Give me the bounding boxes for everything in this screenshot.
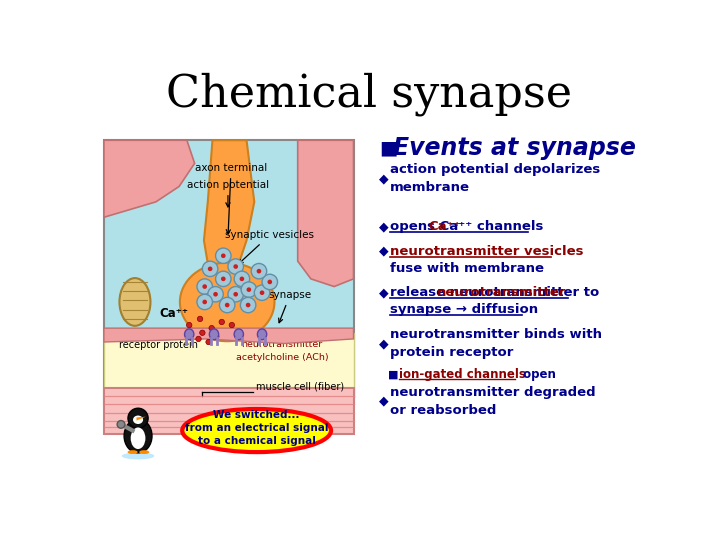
Ellipse shape — [133, 416, 143, 424]
Polygon shape — [137, 417, 145, 421]
Circle shape — [246, 303, 251, 307]
Polygon shape — [204, 140, 254, 287]
Circle shape — [251, 264, 266, 279]
Text: Ca⁺⁺: Ca⁺⁺ — [428, 220, 461, 233]
Circle shape — [246, 287, 251, 292]
Text: receptor protein: receptor protein — [119, 340, 198, 350]
Circle shape — [256, 269, 261, 273]
Ellipse shape — [139, 450, 149, 454]
Circle shape — [254, 285, 270, 300]
Text: ◆: ◆ — [379, 337, 389, 350]
Circle shape — [209, 326, 215, 331]
Circle shape — [221, 276, 225, 281]
Circle shape — [240, 298, 256, 313]
Text: neurotransmitter binds with
protein receptor: neurotransmitter binds with protein rece… — [390, 328, 602, 359]
Circle shape — [213, 292, 218, 296]
Text: axon terminal: axon terminal — [195, 163, 267, 234]
Text: synapse: synapse — [269, 290, 312, 323]
Ellipse shape — [131, 428, 145, 449]
Circle shape — [206, 339, 211, 345]
Ellipse shape — [120, 278, 150, 326]
Polygon shape — [104, 333, 354, 397]
Circle shape — [215, 271, 231, 287]
Text: ◆: ◆ — [379, 286, 389, 299]
Text: ion-gated channels: ion-gated channels — [399, 368, 526, 381]
Circle shape — [128, 408, 148, 428]
Circle shape — [267, 280, 272, 284]
Circle shape — [202, 261, 218, 276]
FancyBboxPatch shape — [104, 388, 354, 434]
Text: neurotransmitter
acetylcholine (ACh): neurotransmitter acetylcholine (ACh) — [236, 341, 328, 362]
Polygon shape — [104, 140, 194, 217]
Text: We switched...
from an electrical signal
to a chemical signal: We switched... from an electrical signal… — [185, 410, 328, 447]
Text: open: open — [518, 368, 555, 381]
Ellipse shape — [184, 329, 194, 340]
Ellipse shape — [122, 453, 154, 460]
Polygon shape — [191, 424, 225, 440]
Circle shape — [233, 264, 238, 269]
Text: Events at synapse: Events at synapse — [393, 136, 636, 160]
Text: release neurotransmitter to: release neurotransmitter to — [390, 286, 599, 299]
Polygon shape — [297, 140, 354, 287]
Text: ■: ■ — [379, 138, 397, 158]
Ellipse shape — [182, 409, 331, 452]
Circle shape — [197, 294, 212, 309]
Text: neurotransmitter: neurotransmitter — [436, 286, 566, 299]
Circle shape — [241, 282, 256, 298]
Circle shape — [214, 334, 219, 339]
Text: ◆: ◆ — [379, 245, 389, 258]
Text: ◆: ◆ — [379, 395, 389, 408]
Text: synaptic vesicles: synaptic vesicles — [225, 230, 315, 264]
Circle shape — [221, 253, 225, 258]
Ellipse shape — [210, 329, 219, 340]
Text: neurotransmitter vesicles: neurotransmitter vesicles — [390, 245, 583, 258]
Circle shape — [208, 267, 212, 271]
Ellipse shape — [234, 329, 243, 340]
Text: synapse → diffusion: synapse → diffusion — [390, 303, 538, 316]
Circle shape — [220, 298, 235, 313]
Circle shape — [260, 291, 264, 295]
Circle shape — [228, 287, 243, 302]
Circle shape — [215, 248, 231, 264]
Text: Ca⁺⁺: Ca⁺⁺ — [159, 307, 188, 320]
Text: ◆: ◆ — [379, 172, 389, 185]
Text: neurotransmitter degraded
or reabsorbed: neurotransmitter degraded or reabsorbed — [390, 386, 595, 417]
Circle shape — [234, 271, 250, 287]
Circle shape — [233, 292, 238, 296]
Circle shape — [228, 259, 243, 274]
Circle shape — [197, 316, 203, 322]
FancyBboxPatch shape — [104, 140, 354, 403]
Circle shape — [202, 284, 207, 289]
Circle shape — [186, 322, 192, 328]
Circle shape — [197, 279, 212, 294]
Ellipse shape — [180, 262, 274, 341]
Text: fuse with membrane: fuse with membrane — [390, 261, 544, 274]
Circle shape — [199, 330, 205, 335]
Text: ■: ■ — [388, 369, 399, 379]
Ellipse shape — [258, 329, 266, 340]
Circle shape — [117, 421, 125, 428]
Ellipse shape — [127, 450, 138, 454]
Circle shape — [225, 303, 230, 307]
Text: Chemical synapse: Chemical synapse — [166, 72, 572, 116]
Circle shape — [219, 319, 225, 325]
Circle shape — [196, 336, 201, 342]
Text: action potential: action potential — [187, 180, 269, 207]
Text: opens Ca⁺⁺ channels: opens Ca⁺⁺ channels — [390, 220, 544, 233]
Polygon shape — [104, 328, 354, 343]
Circle shape — [208, 287, 223, 302]
Text: ◆: ◆ — [379, 220, 389, 233]
Circle shape — [262, 274, 277, 289]
Ellipse shape — [124, 419, 152, 453]
Circle shape — [240, 276, 244, 281]
Circle shape — [229, 322, 235, 328]
Text: action potential depolarizes
membrane: action potential depolarizes membrane — [390, 163, 600, 194]
Text: muscle cell (fiber): muscle cell (fiber) — [256, 382, 344, 392]
Circle shape — [202, 300, 207, 304]
